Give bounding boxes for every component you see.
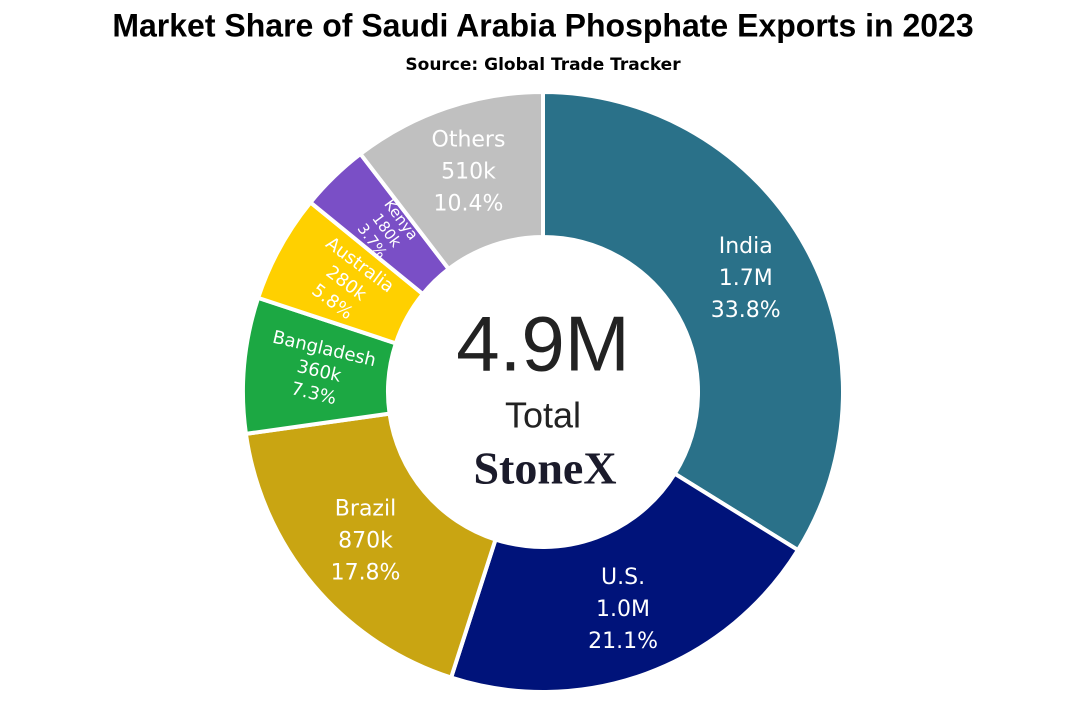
slice-label: U.S. 1.0M 21.1% bbox=[588, 565, 658, 654]
category-label: India bbox=[719, 234, 773, 259]
category-label: Brazil bbox=[335, 496, 396, 521]
amount-label: 510k bbox=[441, 159, 496, 184]
slice bbox=[448, 470, 801, 694]
amount-label: 1.0M bbox=[596, 597, 650, 622]
category-label: Others bbox=[432, 127, 506, 152]
slice bbox=[357, 89, 545, 272]
amount-label: 1.7M bbox=[719, 266, 773, 291]
center-caption: Total bbox=[505, 395, 581, 436]
value-label: 33.8% bbox=[711, 298, 781, 323]
slice-label: Brazil 870k 17.8% bbox=[331, 496, 401, 585]
logo: StoneX bbox=[473, 443, 616, 494]
value-label: 10.4% bbox=[434, 191, 504, 216]
center-value: 4.9M bbox=[456, 300, 629, 388]
slice-label: Others 510k 10.4% bbox=[432, 127, 506, 216]
value-label: 21.1% bbox=[588, 629, 658, 654]
donut: India 1.7M 33.8% U.S. 1.0M 21.1% Brazil 870k 17.… bbox=[241, 89, 845, 694]
slice bbox=[243, 411, 499, 681]
slice-label: India 1.7M 33.8% bbox=[711, 234, 781, 323]
value-label: 17.8% bbox=[331, 560, 401, 585]
slice bbox=[541, 89, 845, 553]
amount-label: 870k bbox=[338, 528, 393, 553]
chart-title: Market Share of Saudi Arabia Phosphate E… bbox=[112, 7, 973, 43]
category-label: U.S. bbox=[601, 565, 645, 590]
chart-subtitle: Source: Global Trade Tracker bbox=[405, 55, 681, 75]
